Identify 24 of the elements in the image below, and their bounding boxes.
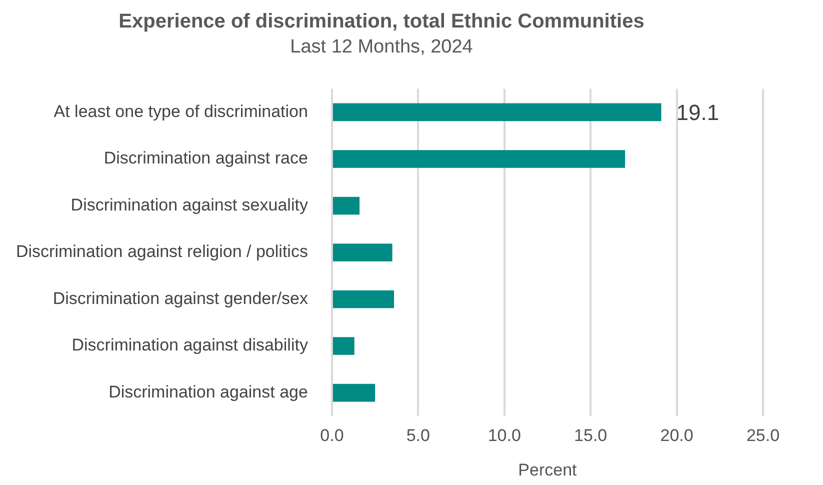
y-tick-label: Discrimination against age (108, 382, 308, 402)
x-tick-label: 25.0 (746, 426, 780, 446)
y-tick-label: Discrimination against race (104, 148, 308, 168)
bar (332, 290, 394, 308)
x-tick-label: 5.0 (406, 426, 430, 446)
bar (332, 196, 360, 215)
chart-title: Experience of discrimination, total Ethnic Communities (118, 10, 644, 33)
x-tick-label: 20.0 (660, 426, 694, 446)
y-tick-label: Discrimination against religion / politics (16, 242, 308, 262)
y-tick-label: Discrimination against gender/sex (52, 288, 308, 308)
y-tick-label: Discrimination against sexuality (70, 195, 308, 214)
data-label: 19.1 (676, 100, 720, 126)
x-tick-label: 15.0 (574, 426, 608, 446)
bar (332, 244, 392, 262)
chart-subtitle: Last 12 Months, 2024 (290, 36, 474, 58)
bar (332, 337, 354, 355)
x-axis-title: Percent (518, 460, 578, 480)
bar (332, 150, 626, 168)
x-tick-label: 0.0 (320, 426, 344, 446)
bar (332, 103, 662, 122)
x-tick-label: 10.0 (488, 426, 521, 446)
y-tick-label: Discrimination against disability (72, 336, 308, 355)
y-tick-label: At least one type of discrimination (54, 102, 308, 121)
bar (332, 384, 376, 402)
